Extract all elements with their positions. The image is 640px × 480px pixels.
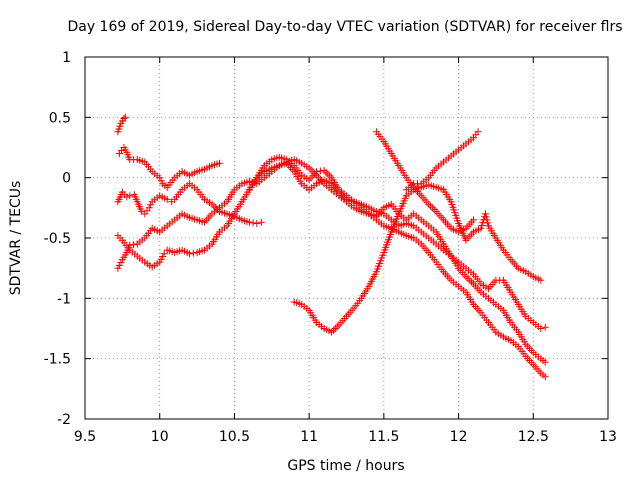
y-tick-label: -0.5 <box>44 231 71 247</box>
series-arc-1 <box>114 113 129 136</box>
data-point <box>328 328 336 336</box>
data-point <box>482 210 489 218</box>
data-point <box>478 222 486 229</box>
data-point <box>333 323 341 331</box>
x-tick-label: 13 <box>599 429 617 445</box>
y-tick-label: -1.5 <box>44 352 71 368</box>
y-tick-label: 0 <box>62 171 71 187</box>
y-tick-label: 1 <box>62 50 71 66</box>
data-point <box>249 219 257 227</box>
chart-title: Day 169 of 2019, Sidereal Day-to-day VTE… <box>67 19 622 35</box>
data-point <box>307 166 315 174</box>
x-tick-label: 11.5 <box>368 429 399 445</box>
data-point <box>257 218 265 226</box>
data-point <box>156 174 164 182</box>
series-arc-3 <box>114 180 265 227</box>
series-arc-8 <box>372 128 477 236</box>
data-point <box>541 323 549 331</box>
y-tick-label: -2 <box>57 412 71 428</box>
data-point <box>147 201 155 209</box>
x-tick-label: 10.5 <box>219 429 250 445</box>
data-point <box>537 276 545 284</box>
data-point <box>464 274 472 282</box>
data-point <box>163 195 171 203</box>
data-point <box>120 115 128 122</box>
data-point <box>430 206 438 214</box>
data-point <box>316 167 324 175</box>
y-tick-label: 0.5 <box>49 110 71 126</box>
data-point <box>186 250 194 258</box>
y-tick-label: -1 <box>57 291 71 307</box>
data-point <box>322 168 330 176</box>
data-point <box>313 168 321 176</box>
data-point <box>466 276 474 284</box>
data-point <box>253 220 261 227</box>
data-point <box>160 250 168 258</box>
data-point <box>537 325 545 332</box>
x-tick-label: 9.5 <box>74 429 96 445</box>
x-tick-label: 10 <box>151 429 169 445</box>
data-point <box>121 113 129 121</box>
x-tick-label: 12 <box>450 429 468 445</box>
x-axis-label: GPS time / hours <box>287 458 404 474</box>
data-point <box>130 241 138 249</box>
data-point <box>331 325 339 332</box>
data-point <box>123 193 131 201</box>
data-point <box>210 202 218 210</box>
x-tick-label: 12.5 <box>518 429 549 445</box>
data-point <box>427 202 435 210</box>
series-arc-7 <box>290 181 545 336</box>
series-arc-2 <box>115 144 223 191</box>
x-tick-label: 11 <box>300 429 318 445</box>
data-point <box>482 213 490 221</box>
series-arc-6 <box>245 153 549 332</box>
data-point <box>157 177 165 185</box>
data-point <box>216 159 223 167</box>
data-point <box>326 172 334 180</box>
data-point <box>189 249 197 257</box>
data-point <box>320 166 328 174</box>
data-point <box>468 278 476 286</box>
data-marks <box>114 113 549 381</box>
data-point <box>484 219 492 227</box>
data-point <box>126 241 134 249</box>
y-axis-label: SDTVAR / TECUs <box>8 181 24 296</box>
data-point <box>115 261 123 269</box>
data-point <box>145 204 153 212</box>
data-point <box>428 204 436 212</box>
data-point <box>541 358 549 366</box>
data-point <box>470 216 477 224</box>
data-point <box>245 218 253 226</box>
data-point <box>324 170 332 178</box>
data-point <box>126 192 134 200</box>
grid <box>85 57 608 419</box>
data-point <box>541 373 549 381</box>
data-point <box>483 216 491 224</box>
series-arc-9 <box>402 128 482 194</box>
data-point <box>329 326 337 334</box>
axis-ticks: 9.5 10 10.5 11 11.5 12 12.5 13 -2 -1.5 -1 -0.5 0 0.5 1 <box>44 50 617 445</box>
data-point <box>474 128 482 136</box>
